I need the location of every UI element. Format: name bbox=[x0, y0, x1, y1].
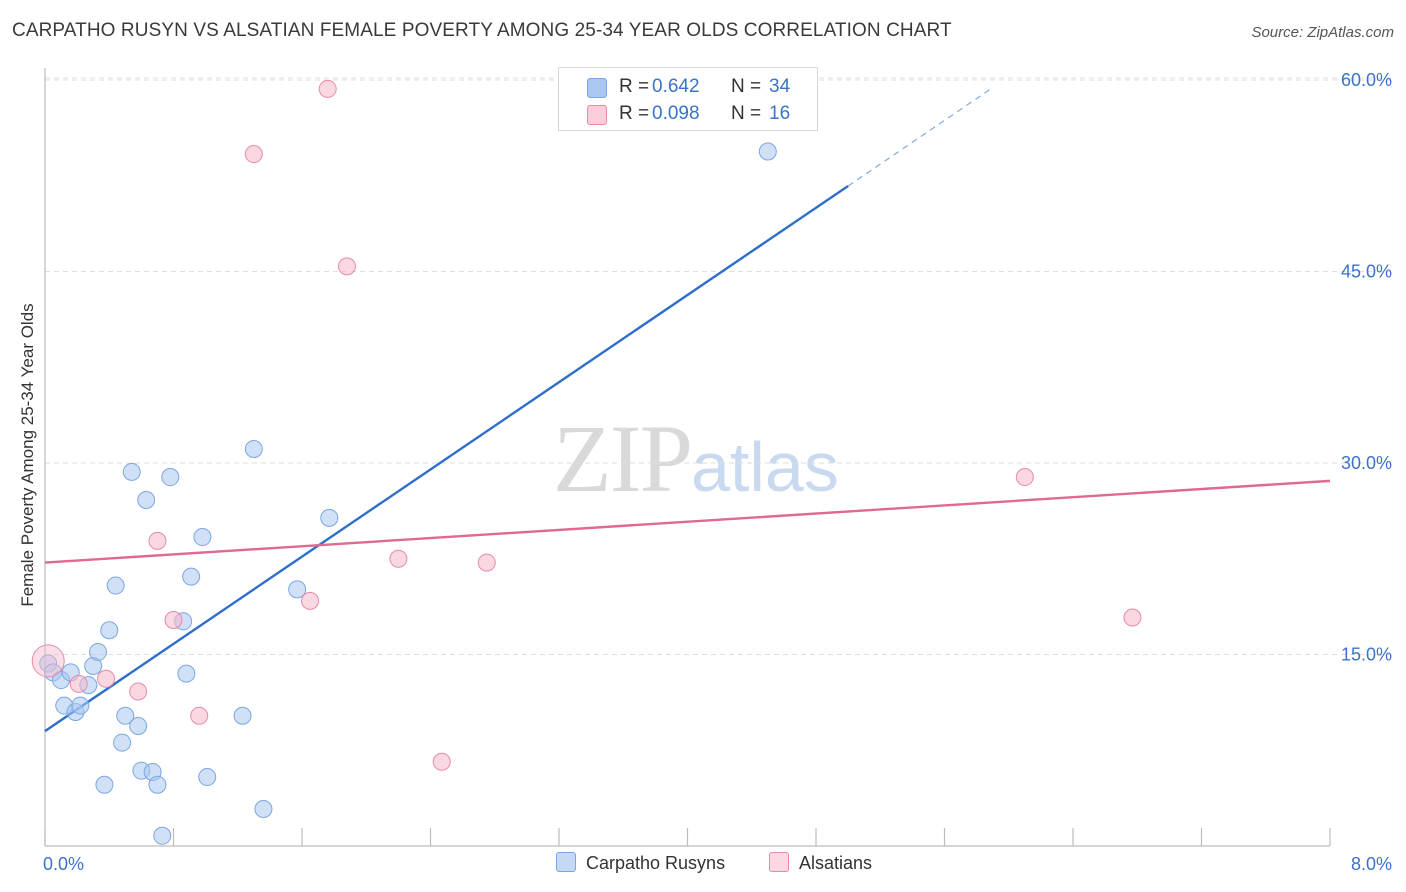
point-carpatho bbox=[177, 664, 196, 683]
point-carpatho bbox=[148, 775, 167, 794]
point-alsatian bbox=[301, 591, 320, 610]
r-value: 0.098 bbox=[652, 103, 700, 124]
point-alsatian bbox=[97, 669, 116, 688]
tick-labels: 15.0% 30.0% 45.0% 60.0% 0.0% 8.0% bbox=[43, 70, 1392, 874]
trend-extension-carpatho bbox=[847, 87, 994, 187]
n-label: N = bbox=[731, 103, 762, 124]
stats-box: R = 0.642 N = 34 R = 0.098 N = 16 bbox=[558, 67, 818, 131]
point-carpatho bbox=[95, 775, 114, 794]
legend-swatch-alsatian bbox=[769, 852, 789, 872]
stats-swatch-carpatho bbox=[587, 78, 607, 98]
data-points bbox=[31, 79, 1142, 845]
legend-item-carpatho[interactable]: Carpatho Rusyns bbox=[556, 852, 725, 874]
point-carpatho bbox=[182, 567, 201, 586]
trend-lines bbox=[44, 87, 1331, 733]
point-carpatho bbox=[288, 580, 307, 599]
x-tick-label: 0.0% bbox=[43, 854, 84, 874]
point-alsatian bbox=[1123, 608, 1142, 627]
n-value: 16 bbox=[769, 103, 791, 124]
legend-label-carpatho: Carpatho Rusyns bbox=[586, 853, 726, 873]
point-alsatian bbox=[477, 553, 496, 572]
point-alsatian bbox=[164, 611, 183, 630]
point-alsatian bbox=[190, 706, 209, 725]
point-carpatho bbox=[89, 642, 108, 661]
axes bbox=[44, 68, 1331, 847]
point-alsatian bbox=[1015, 468, 1034, 487]
point-carpatho bbox=[129, 716, 148, 735]
point-carpatho bbox=[254, 799, 273, 818]
n-label: N = bbox=[731, 76, 762, 97]
point-carpatho bbox=[71, 696, 90, 715]
point-alsatian bbox=[148, 531, 167, 550]
point-carpatho bbox=[113, 733, 132, 752]
gridlines bbox=[45, 77, 1392, 655]
chart-source: Source: ZipAtlas.com bbox=[1251, 24, 1394, 41]
y-tick-label: 60.0% bbox=[1341, 70, 1392, 90]
stats-swatch-alsatian bbox=[587, 105, 607, 125]
watermark-atlas: atlas bbox=[691, 428, 839, 506]
point-carpatho bbox=[122, 462, 141, 481]
r-label: R = bbox=[619, 76, 650, 97]
r-value: 0.642 bbox=[652, 76, 700, 97]
point-carpatho bbox=[116, 706, 135, 725]
point-carpatho bbox=[153, 826, 172, 845]
point-carpatho bbox=[233, 706, 252, 725]
r-label: R = bbox=[619, 103, 650, 124]
point-carpatho bbox=[244, 439, 263, 458]
point-carpatho bbox=[198, 768, 217, 787]
point-alsatian bbox=[244, 145, 263, 164]
stats-row-alsatian: R = 0.098 N = 16 bbox=[559, 103, 817, 129]
point-alsatian bbox=[389, 549, 408, 568]
point-alsatian bbox=[432, 752, 451, 771]
y-tick-label: 15.0% bbox=[1341, 645, 1392, 665]
y-tick-label: 45.0% bbox=[1341, 262, 1392, 282]
point-carpatho bbox=[320, 508, 339, 527]
y-tick-label: 30.0% bbox=[1341, 453, 1392, 473]
point-alsatian bbox=[337, 257, 356, 276]
watermark-zip: ZIP bbox=[553, 405, 693, 512]
point-carpatho bbox=[137, 491, 156, 510]
trend-line-alsatian bbox=[44, 479, 1331, 564]
point-carpatho bbox=[106, 576, 125, 595]
watermark: ZIPatlas bbox=[553, 403, 839, 514]
legend-label-alsatian: Alsatians bbox=[799, 853, 873, 873]
point-alsatian bbox=[69, 674, 88, 693]
point-carpatho bbox=[161, 468, 180, 487]
point-alsatian bbox=[31, 644, 65, 678]
point-carpatho bbox=[100, 621, 119, 640]
chart-title: CARPATHO RUSYN VS ALSATIAN FEMALE POVERT… bbox=[12, 20, 952, 41]
x-tick-label: 8.0% bbox=[1351, 854, 1392, 874]
trend-line-carpatho bbox=[44, 184, 849, 733]
stats-row-carpatho: R = 0.642 N = 34 bbox=[559, 76, 817, 102]
n-value: 34 bbox=[769, 76, 791, 97]
point-carpatho bbox=[193, 528, 212, 547]
legend-swatch-carpatho bbox=[556, 852, 576, 872]
point-alsatian bbox=[129, 682, 148, 701]
point-alsatian bbox=[318, 79, 337, 98]
point-carpatho bbox=[758, 142, 777, 161]
legend-item-alsatian[interactable]: Alsatians bbox=[769, 852, 872, 874]
